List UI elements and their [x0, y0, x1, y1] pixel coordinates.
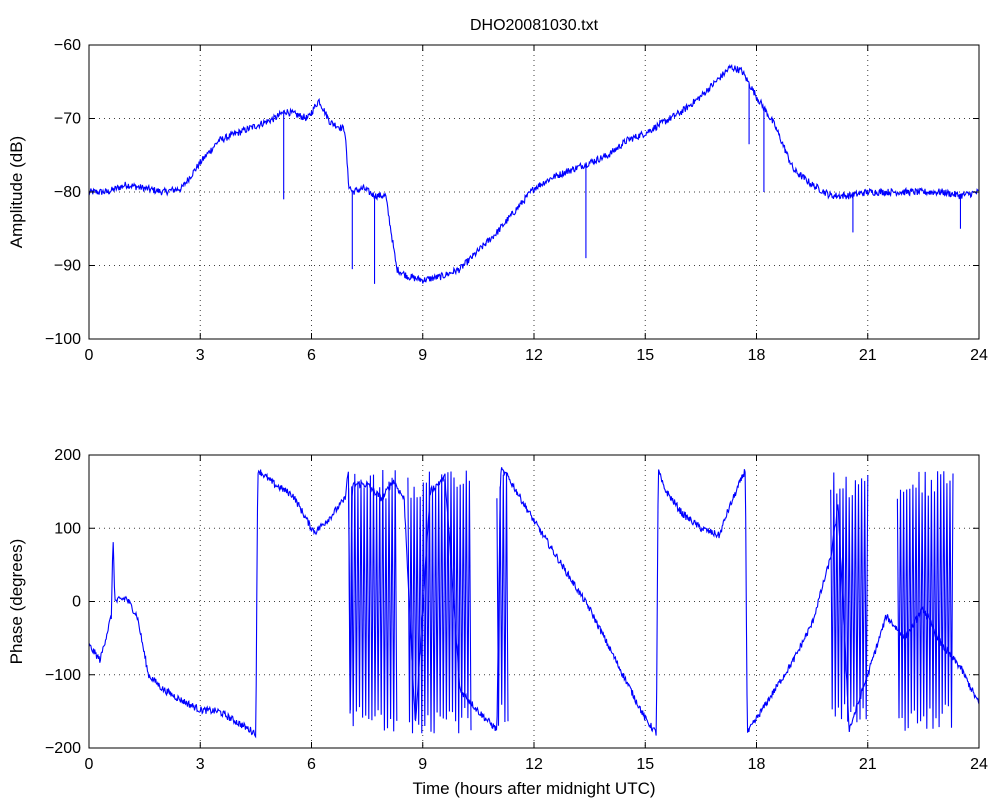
figure-title: DHO20081030.txt	[470, 17, 599, 34]
phase-wrap-burst	[496, 472, 509, 726]
x-tick-label: 0	[85, 756, 94, 773]
y-tick-label: 0	[72, 594, 81, 611]
x-tick-label: 6	[307, 347, 316, 364]
x-tick-label: 9	[418, 347, 427, 364]
x-tick-label: 3	[196, 347, 205, 364]
x-tick-label: 9	[418, 756, 427, 773]
phase-wrap-burst	[896, 471, 954, 731]
y-tick-label: −70	[54, 111, 81, 128]
y-tick-label: 100	[54, 520, 81, 537]
x-tick-label: 21	[859, 756, 877, 773]
x-tick-label: 12	[525, 756, 543, 773]
series-line	[88, 63, 980, 284]
x-axis-label: Time (hours after midnight UTC)	[412, 779, 655, 798]
x-tick-label: 12	[525, 347, 543, 364]
y-tick-label: −100	[45, 331, 81, 348]
phase-plot: 0 3 6 9 12 15 18 21 24 −200 −100 0 100 200 Phase (degr…	[7, 447, 988, 798]
x-tick-label: 15	[636, 756, 654, 773]
phase-wrap-burst	[348, 469, 398, 732]
x-tick-label: 21	[859, 347, 877, 364]
x-tick-label: 18	[748, 756, 766, 773]
y-tick-label: −90	[54, 258, 81, 275]
amplitude-plot: 0 3 6 9 12 15 18 21 24 −100 −90 −80 −70 −60 Amplitude …	[7, 37, 988, 364]
x-tick-label: 18	[748, 347, 766, 364]
y-tick-label: −100	[45, 667, 81, 684]
x-tick-label: 24	[970, 347, 988, 364]
y-tick-label: −60	[54, 37, 81, 54]
y-axis-label: Phase (degrees)	[7, 539, 26, 665]
y-axis-label: Amplitude (dB)	[7, 136, 26, 248]
x-tick-label: 15	[636, 347, 654, 364]
x-tick-label: 0	[85, 347, 94, 364]
x-tick-label: 3	[196, 756, 205, 773]
phase-wrap-burst	[830, 472, 869, 723]
x-tick-label: 24	[970, 756, 988, 773]
y-tick-label: 200	[54, 447, 81, 464]
phase-wrap-burst	[407, 470, 472, 734]
y-tick-label: −200	[45, 740, 81, 757]
y-tick-label: −80	[54, 184, 81, 201]
x-tick-label: 6	[307, 756, 316, 773]
